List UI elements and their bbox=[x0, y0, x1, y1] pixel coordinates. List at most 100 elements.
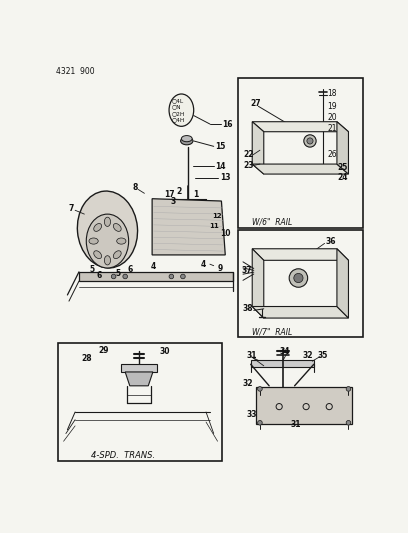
Text: 27: 27 bbox=[251, 100, 261, 109]
Text: 13: 13 bbox=[220, 173, 231, 182]
Text: 12: 12 bbox=[212, 213, 222, 220]
Text: 31: 31 bbox=[246, 351, 257, 360]
Text: 37: 37 bbox=[242, 266, 252, 275]
Text: 36: 36 bbox=[325, 237, 336, 246]
Ellipse shape bbox=[318, 152, 328, 156]
Text: 31: 31 bbox=[291, 420, 301, 429]
Text: 11: 11 bbox=[209, 223, 219, 229]
Text: ○2H: ○2H bbox=[171, 111, 185, 116]
Text: 6: 6 bbox=[97, 271, 102, 280]
Polygon shape bbox=[256, 387, 353, 424]
Text: 6: 6 bbox=[127, 265, 133, 274]
Text: 4: 4 bbox=[201, 260, 206, 269]
Circle shape bbox=[346, 421, 351, 425]
Text: 8: 8 bbox=[133, 183, 138, 192]
Text: ○N: ○N bbox=[171, 104, 181, 110]
Text: ○4L: ○4L bbox=[171, 99, 184, 103]
Text: 33: 33 bbox=[246, 410, 257, 419]
Circle shape bbox=[123, 274, 127, 279]
Ellipse shape bbox=[169, 94, 194, 126]
Text: 20: 20 bbox=[328, 114, 337, 123]
Text: 5: 5 bbox=[115, 269, 120, 278]
Text: 32: 32 bbox=[243, 379, 253, 388]
Text: 19: 19 bbox=[328, 102, 337, 111]
Text: 4: 4 bbox=[151, 262, 156, 271]
Text: 29: 29 bbox=[98, 346, 109, 355]
Polygon shape bbox=[337, 249, 348, 318]
Polygon shape bbox=[251, 360, 314, 367]
Circle shape bbox=[307, 138, 313, 144]
Ellipse shape bbox=[124, 375, 154, 392]
Polygon shape bbox=[252, 164, 348, 174]
Ellipse shape bbox=[94, 251, 102, 259]
Ellipse shape bbox=[318, 104, 328, 108]
Ellipse shape bbox=[104, 217, 111, 227]
Ellipse shape bbox=[181, 137, 193, 145]
Ellipse shape bbox=[182, 135, 192, 142]
Polygon shape bbox=[252, 122, 348, 132]
Text: 18: 18 bbox=[328, 88, 337, 98]
Ellipse shape bbox=[129, 378, 149, 389]
Polygon shape bbox=[79, 272, 233, 281]
Ellipse shape bbox=[89, 238, 98, 244]
Text: 4-SPD.  TRANS.: 4-SPD. TRANS. bbox=[91, 450, 155, 459]
Text: 26: 26 bbox=[328, 150, 337, 158]
Bar bbox=[58, 343, 222, 461]
Ellipse shape bbox=[113, 223, 121, 231]
Bar bbox=[238, 230, 363, 337]
Ellipse shape bbox=[113, 251, 121, 259]
Text: 7: 7 bbox=[69, 204, 74, 213]
Bar bbox=[238, 78, 363, 228]
Polygon shape bbox=[337, 122, 348, 174]
Text: 14: 14 bbox=[215, 162, 226, 171]
Text: 24: 24 bbox=[337, 173, 348, 182]
Text: 21: 21 bbox=[328, 124, 337, 133]
Ellipse shape bbox=[94, 223, 102, 231]
Text: 15: 15 bbox=[215, 142, 226, 151]
Polygon shape bbox=[152, 199, 225, 255]
Circle shape bbox=[304, 135, 316, 147]
Text: W/7"  RAIL: W/7" RAIL bbox=[252, 327, 293, 336]
Text: 38: 38 bbox=[243, 304, 254, 313]
Text: 30: 30 bbox=[160, 346, 170, 356]
Ellipse shape bbox=[318, 127, 328, 131]
Polygon shape bbox=[252, 306, 348, 318]
Text: 22: 22 bbox=[243, 150, 253, 159]
Polygon shape bbox=[252, 249, 264, 318]
Polygon shape bbox=[125, 372, 153, 386]
Text: 16: 16 bbox=[222, 119, 233, 128]
Circle shape bbox=[111, 274, 116, 279]
Circle shape bbox=[346, 386, 351, 391]
Text: 28: 28 bbox=[81, 353, 92, 362]
Text: 3: 3 bbox=[171, 197, 176, 206]
Text: 17: 17 bbox=[164, 190, 174, 199]
Text: 5: 5 bbox=[89, 265, 94, 274]
Ellipse shape bbox=[78, 191, 137, 268]
Circle shape bbox=[289, 269, 308, 287]
Text: 32: 32 bbox=[302, 351, 313, 360]
Text: 10: 10 bbox=[220, 229, 231, 238]
Text: 1: 1 bbox=[193, 190, 198, 199]
Polygon shape bbox=[121, 364, 157, 372]
Text: 25: 25 bbox=[337, 164, 347, 172]
Polygon shape bbox=[252, 249, 348, 260]
Circle shape bbox=[294, 273, 303, 282]
Polygon shape bbox=[252, 122, 264, 174]
Circle shape bbox=[181, 274, 185, 279]
Ellipse shape bbox=[326, 177, 332, 181]
Ellipse shape bbox=[117, 238, 126, 244]
Circle shape bbox=[257, 386, 262, 391]
Text: 2: 2 bbox=[177, 187, 182, 196]
Circle shape bbox=[257, 421, 262, 425]
Text: 35: 35 bbox=[318, 351, 328, 360]
Ellipse shape bbox=[104, 256, 111, 265]
Text: 9: 9 bbox=[217, 263, 223, 272]
Ellipse shape bbox=[318, 116, 328, 120]
Text: 34: 34 bbox=[279, 346, 290, 356]
Text: 4321  900: 4321 900 bbox=[56, 67, 95, 76]
Text: ○4H: ○4H bbox=[171, 117, 185, 122]
Text: W/6"  RAIL: W/6" RAIL bbox=[252, 217, 293, 227]
Circle shape bbox=[169, 274, 174, 279]
Ellipse shape bbox=[325, 168, 333, 173]
Text: 23: 23 bbox=[243, 161, 253, 170]
